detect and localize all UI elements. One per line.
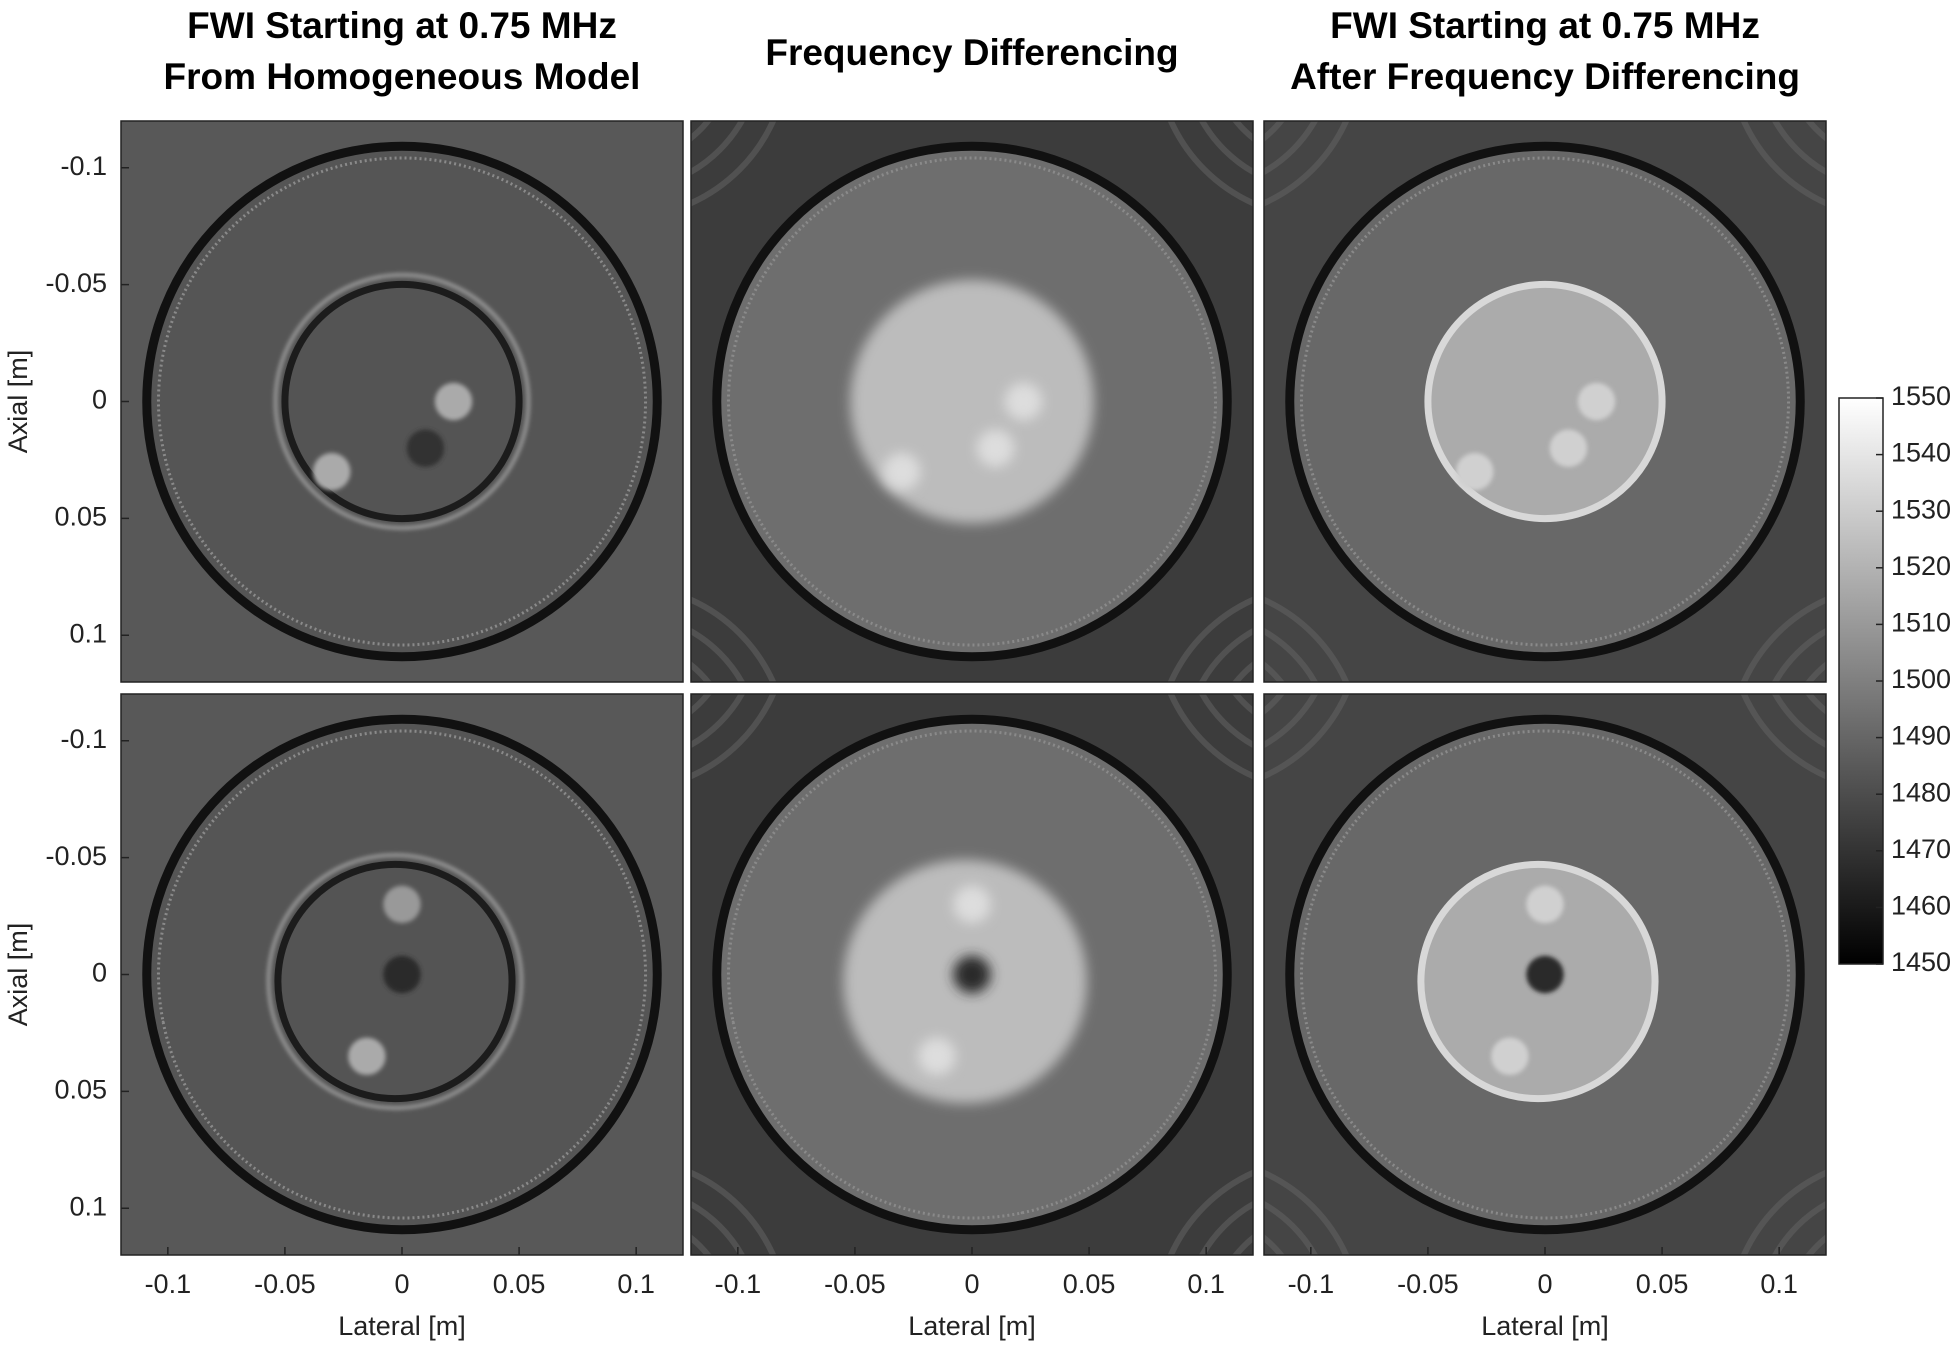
y-axis-label: Axial [m] — [3, 350, 33, 454]
panel-title: After Frequency Differencing — [1290, 56, 1800, 97]
inclusion — [1526, 885, 1564, 924]
container-ring-inner — [1299, 156, 1791, 647]
x-tick-label: -0.1 — [1288, 1269, 1335, 1299]
image-panel — [691, 694, 1253, 1255]
x-tick-label: -0.1 — [145, 1269, 192, 1299]
y-tick-label: 0.1 — [69, 618, 107, 648]
inclusion — [406, 429, 445, 467]
inclusion — [313, 452, 351, 491]
inclusion — [1526, 955, 1564, 994]
x-tick-label: 0.05 — [1636, 1269, 1689, 1299]
artifact-ring — [1813, 0, 1954, 134]
colorbar-tick-label: 1530 — [1891, 494, 1951, 524]
y-tick-label: -0.05 — [45, 841, 107, 871]
inclusion — [953, 955, 991, 994]
container-ring-inner — [726, 156, 1218, 647]
panel-title: Frequency Differencing — [765, 32, 1178, 73]
y-tick-label: 0.05 — [54, 502, 107, 532]
y-tick-label: 0 — [92, 385, 107, 415]
colorbar-tick-label: 1450 — [1891, 947, 1951, 977]
inclusion — [1549, 429, 1588, 467]
inner-halo — [274, 273, 530, 530]
inner-halo — [267, 853, 523, 1110]
colorbar-tick-label: 1510 — [1891, 608, 1951, 638]
x-tick-label: 0 — [394, 1269, 409, 1299]
inner-disc — [850, 279, 1094, 524]
colorbar-tick-label: 1490 — [1891, 721, 1951, 751]
panel-frame — [1263, 120, 1827, 683]
panel-title: FWI Starting at 0.75 MHz — [1330, 5, 1760, 46]
y-axis-label: Axial [m] — [3, 923, 33, 1027]
artifact-ring — [1813, 1242, 1954, 1349]
inclusion — [348, 1037, 386, 1076]
image-panel — [121, 121, 683, 682]
inclusion — [1456, 452, 1494, 491]
colorbar-tick-label: 1550 — [1891, 381, 1951, 411]
image-panel — [121, 694, 683, 1255]
colorbar-tick-label: 1460 — [1891, 891, 1951, 921]
panel-title: From Homogeneous Model — [164, 56, 641, 97]
x-tick-label: 0 — [964, 1269, 979, 1299]
y-tick-label: -0.1 — [60, 151, 107, 181]
x-tick-label: 0.1 — [1760, 1269, 1798, 1299]
x-tick-label: -0.05 — [824, 1269, 886, 1299]
x-axis-label: Lateral [m] — [908, 1311, 1036, 1341]
x-tick-label: 0.1 — [1187, 1269, 1225, 1299]
x-tick-label: 0.05 — [493, 1269, 546, 1299]
colorbar-tick-label: 1500 — [1891, 664, 1951, 694]
x-tick-label: -0.1 — [715, 1269, 762, 1299]
colorbar-tick-label: 1520 — [1891, 551, 1951, 581]
inclusion — [1491, 1037, 1529, 1076]
y-tick-label: 0.05 — [54, 1075, 107, 1105]
inclusion — [883, 452, 921, 491]
inclusion — [918, 1037, 956, 1076]
y-tick-label: 0.1 — [69, 1191, 107, 1221]
inclusion — [953, 885, 991, 924]
inclusion — [434, 382, 473, 421]
x-axis-label: Lateral [m] — [338, 1311, 466, 1341]
inclusion — [976, 429, 1015, 467]
inclusion — [383, 885, 421, 924]
colorbar-tick-label: 1480 — [1891, 777, 1951, 807]
x-tick-label: 0 — [1537, 1269, 1552, 1299]
y-tick-label: 0 — [92, 958, 107, 988]
x-tick-label: -0.05 — [1397, 1269, 1459, 1299]
container-ring-inner — [156, 156, 648, 647]
inclusion — [1577, 382, 1616, 421]
container-ring-inner — [1299, 729, 1791, 1220]
container-ring-inner — [156, 729, 648, 1220]
colorbar-tick-label: 1470 — [1891, 834, 1951, 864]
image-panel — [691, 121, 1253, 682]
container-ring-inner — [726, 729, 1218, 1220]
inclusion — [1004, 382, 1043, 421]
image-panel — [1264, 0, 1954, 682]
x-axis-label: Lateral [m] — [1481, 1311, 1609, 1341]
x-tick-label: 0.05 — [1063, 1269, 1116, 1299]
x-tick-label: 0.1 — [617, 1269, 655, 1299]
x-tick-label: -0.05 — [254, 1269, 316, 1299]
panel-title: FWI Starting at 0.75 MHz — [187, 5, 617, 46]
y-tick-label: -0.05 — [45, 268, 107, 298]
colorbar-tick-label: 1540 — [1891, 438, 1951, 468]
colorbar — [1838, 397, 1884, 965]
image-panel — [1264, 694, 1954, 1349]
y-tick-label: -0.1 — [60, 724, 107, 754]
inclusion — [383, 955, 421, 994]
panel-frame — [690, 120, 1254, 683]
